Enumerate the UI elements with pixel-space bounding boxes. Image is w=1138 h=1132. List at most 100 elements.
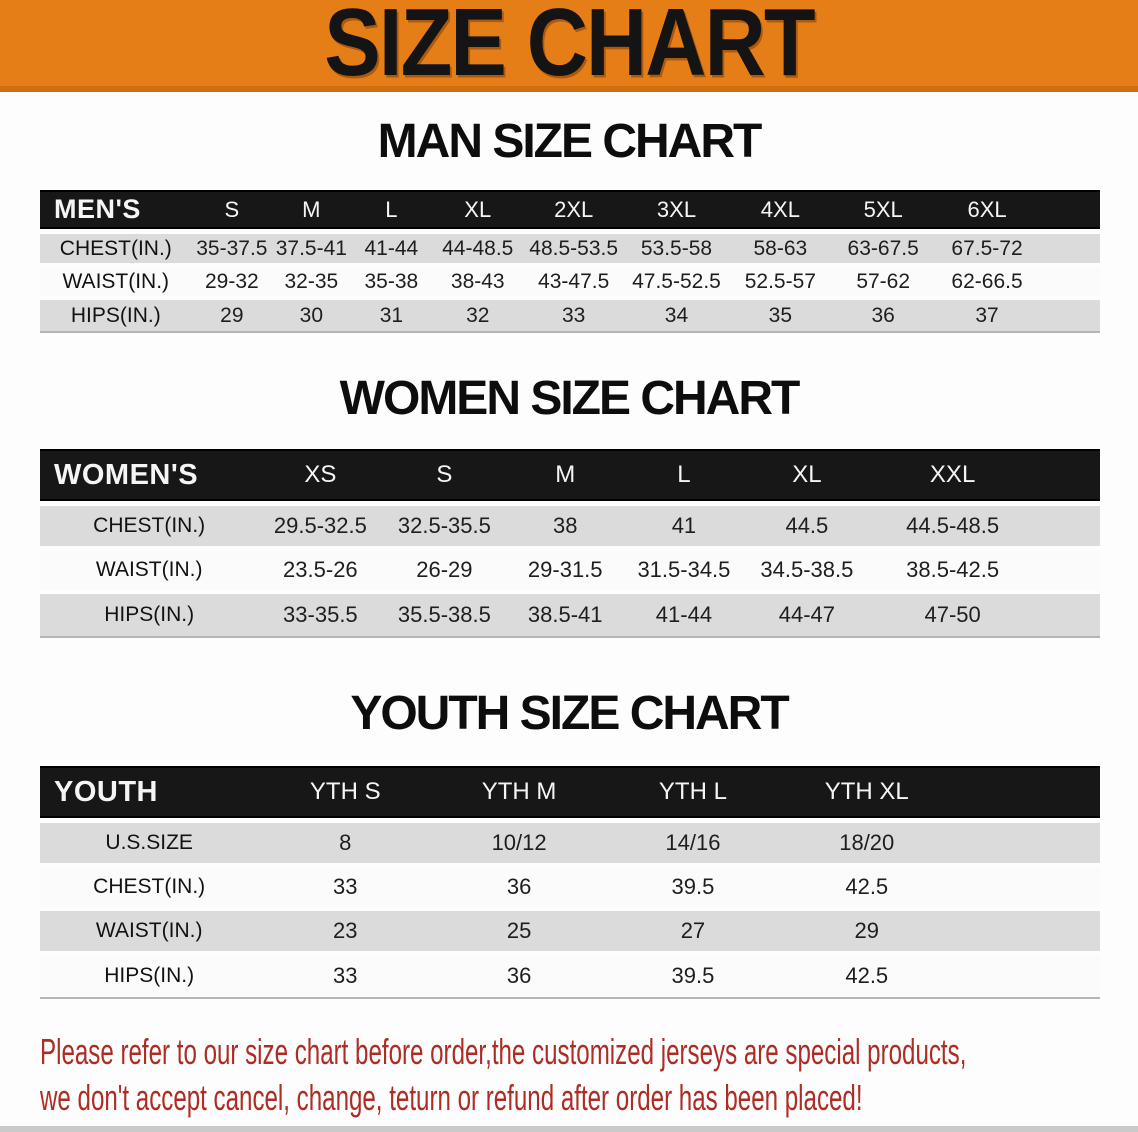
womens-chest-row: CHEST(IN.) 29.5-32.5 32.5-35.5 38 41 44.… [40, 506, 1100, 550]
size-header-cell: 6XL [934, 190, 1040, 234]
size-value-cell: 31 [350, 300, 433, 333]
size-value-cell: 35-37.5 [191, 234, 273, 267]
youth-header-row: YOUTH YTH S YTH M YTH L YTH XL [40, 766, 1100, 823]
size-header-cell: YTH XL [779, 766, 954, 823]
size-value-cell: 38.5-41 [506, 594, 625, 638]
size-value-cell: 41-44 [350, 234, 433, 267]
size-value-cell: 29-31.5 [506, 550, 625, 594]
spacer-cell [953, 955, 1100, 999]
row-label-cell: CHEST(IN.) [40, 867, 259, 911]
youth-waist-row: WAIST(IN.) 23 25 27 29 [40, 911, 1100, 955]
banner: SIZE CHART [0, 0, 1138, 92]
mens-chest-row: CHEST(IN.) 35-37.5 37.5-41 41-44 44-48.5… [40, 234, 1100, 267]
size-value-cell: 29 [191, 300, 273, 333]
youth-section-title: YOUTH SIZE CHART [350, 687, 789, 740]
size-value-cell: 32-35 [272, 267, 351, 300]
banner-title: SIZE CHART [324, 0, 815, 92]
size-header-cell: M [506, 449, 625, 506]
size-value-cell: 47-50 [869, 594, 1036, 638]
size-header-cell: XXL [869, 449, 1036, 506]
spacer-cell [1035, 506, 1100, 550]
row-label-cell: HIPS(IN.) [40, 594, 259, 638]
row-label-cell: HIPS(IN.) [40, 300, 192, 333]
size-value-cell: 27 [606, 911, 780, 955]
size-value-cell: 25 [432, 911, 607, 955]
size-value-cell: 42.5 [779, 955, 954, 999]
size-value-cell: 33 [523, 300, 625, 333]
size-value-cell: 35-38 [350, 267, 433, 300]
size-value-cell: 36 [432, 955, 607, 999]
size-value-cell: 26-29 [382, 550, 507, 594]
size-value-cell: 38 [506, 506, 625, 550]
size-header-cell: 3XL [624, 190, 729, 234]
row-label-cell: CHEST(IN.) [40, 234, 192, 267]
size-header-cell: XL [432, 190, 524, 234]
spacer-cell [1039, 234, 1100, 267]
mens-header-row: MEN'S S M L XL 2XL 3XL 4XL 5XL 6XL [40, 190, 1100, 234]
row-label-cell: CHEST(IN.) [40, 506, 259, 550]
size-value-cell: 44-48.5 [432, 234, 524, 267]
size-value-cell: 41-44 [624, 594, 744, 638]
size-value-cell: 48.5-53.5 [523, 234, 625, 267]
spacer-cell [1035, 449, 1100, 506]
bottom-divider [0, 1126, 1138, 1132]
men-section-title: MAN SIZE CHART [377, 115, 763, 168]
row-label-cell: WAIST(IN.) [40, 550, 259, 594]
size-header-cell: M [272, 190, 351, 234]
spacer-cell [953, 867, 1100, 911]
size-value-cell: 39.5 [606, 867, 780, 911]
mens-hips-row: HIPS(IN.) 29 30 31 32 33 34 35 36 37 [40, 300, 1100, 333]
size-value-cell: 31.5-34.5 [624, 550, 744, 594]
spacer-cell [953, 823, 1100, 867]
women-section-title: WOMEN SIZE CHART [339, 372, 801, 425]
size-header-cell: S [191, 190, 273, 234]
size-value-cell: 38-43 [432, 267, 524, 300]
size-header-cell: XS [258, 449, 383, 506]
size-value-cell: 42.5 [779, 867, 954, 911]
size-value-cell: 53.5-58 [624, 234, 729, 267]
size-value-cell: 44.5 [743, 506, 870, 550]
womens-hips-row: HIPS(IN.) 33-35.5 35.5-38.5 38.5-41 41-4… [40, 594, 1100, 638]
youth-size-table: YOUTH YTH S YTH M YTH L YTH XL U.S.SIZE … [40, 766, 1100, 999]
size-header-cell: 2XL [523, 190, 625, 234]
youth-chest-row: CHEST(IN.) 33 36 39.5 42.5 [40, 867, 1100, 911]
youth-ussize-row: U.S.SIZE 8 10/12 14/16 18/20 [40, 823, 1100, 867]
size-header-cell: 5XL [831, 190, 935, 234]
size-value-cell: 38.5-42.5 [869, 550, 1036, 594]
womens-table-label: WOMEN'S [40, 449, 259, 506]
size-value-cell: 47.5-52.5 [624, 267, 729, 300]
size-value-cell: 29 [779, 911, 954, 955]
size-value-cell: 41 [624, 506, 744, 550]
size-header-cell: YTH S [258, 766, 433, 823]
size-value-cell: 37 [934, 300, 1040, 333]
size-header-cell: YTH L [606, 766, 780, 823]
size-value-cell: 35.5-38.5 [382, 594, 507, 638]
youth-table-label: YOUTH [40, 766, 259, 823]
spacer-cell [1035, 594, 1100, 638]
mens-waist-row: WAIST(IN.) 29-32 32-35 35-38 38-43 43-47… [40, 267, 1100, 300]
size-value-cell: 35 [728, 300, 832, 333]
womens-header-row: WOMEN'S XS S M L XL XXL [40, 449, 1100, 506]
size-value-cell: 36 [432, 867, 607, 911]
disclaimer-line-1: Please refer to our size chart before or… [40, 1031, 967, 1072]
size-value-cell: 63-67.5 [831, 234, 935, 267]
row-label-cell: WAIST(IN.) [40, 267, 192, 300]
size-value-cell: 32 [432, 300, 524, 333]
spacer-cell [1039, 300, 1100, 333]
size-header-cell: 4XL [728, 190, 832, 234]
size-value-cell: 58-63 [728, 234, 832, 267]
size-header-cell: L [350, 190, 433, 234]
size-value-cell: 14/16 [606, 823, 780, 867]
size-header-cell: L [624, 449, 744, 506]
size-value-cell: 37.5-41 [272, 234, 351, 267]
disclaimer-line-2: we don't accept cancel, change, teturn o… [40, 1077, 863, 1118]
size-value-cell: 33 [258, 955, 433, 999]
size-value-cell: 36 [831, 300, 935, 333]
mens-table-label: MEN'S [40, 190, 192, 234]
size-value-cell: 33-35.5 [258, 594, 383, 638]
spacer-cell [1039, 267, 1100, 300]
size-value-cell: 57-62 [831, 267, 935, 300]
size-value-cell: 33 [258, 867, 433, 911]
size-header-cell: S [382, 449, 507, 506]
